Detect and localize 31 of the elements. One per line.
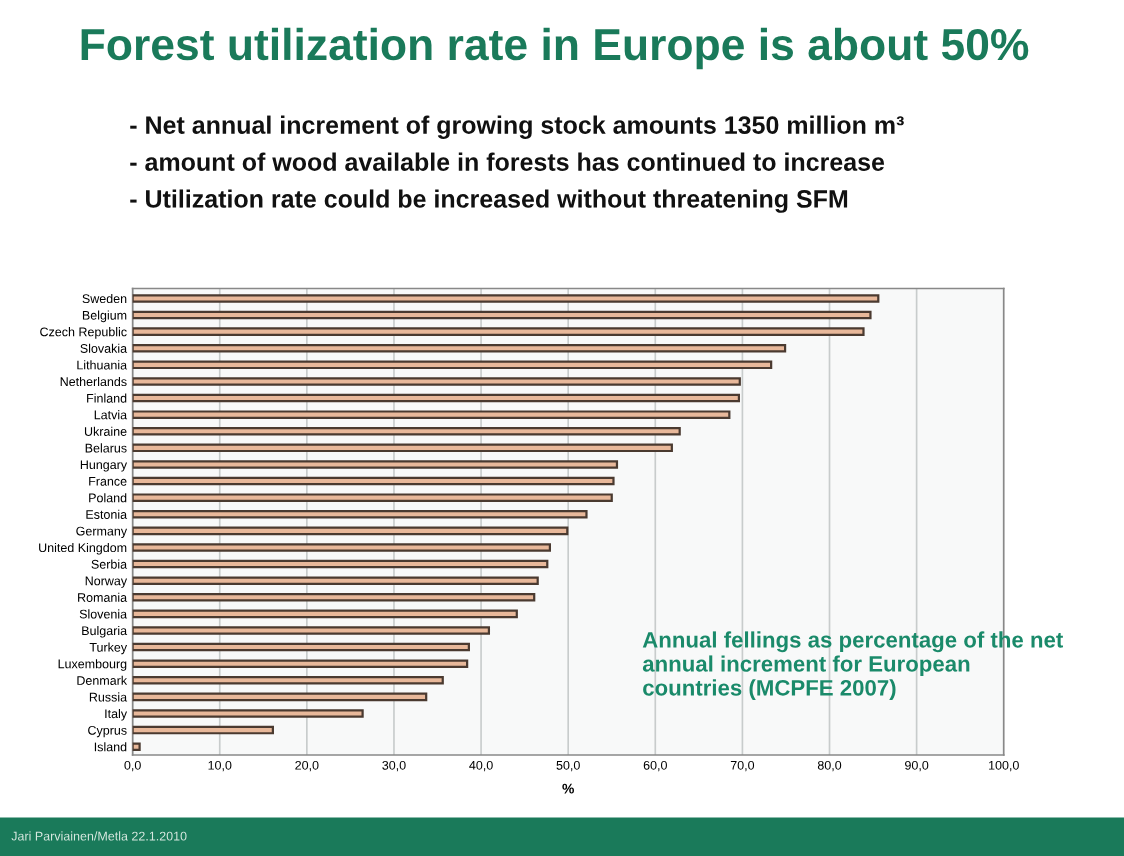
chart-subtitle: - Net annual increment of growing stock amounts 1350 million m³ - amount of wood available in forests has continued to increase - Utilization rate could be increased without threatening SFM <box>130 115 904 213</box>
bar <box>132 377 741 386</box>
bar <box>132 543 551 552</box>
bar <box>132 493 613 502</box>
bar <box>132 676 444 685</box>
bar <box>132 476 615 486</box>
bar <box>132 626 491 635</box>
bar <box>132 294 880 303</box>
bar <box>132 526 569 536</box>
bar <box>132 510 588 519</box>
bar <box>132 327 865 336</box>
bar <box>132 742 141 751</box>
bar <box>132 410 731 419</box>
bar <box>132 310 872 320</box>
bar <box>132 576 539 585</box>
bar <box>132 343 787 353</box>
bar <box>132 393 741 403</box>
bar <box>132 426 681 436</box>
bar <box>132 642 470 652</box>
bar <box>132 659 469 668</box>
bar <box>132 460 619 469</box>
bar <box>132 593 536 602</box>
bar <box>132 609 518 619</box>
annotation: Annual fellings as percentage of the net annual increment for European countries (MCPFE 2007) <box>642 631 1064 701</box>
bar <box>132 709 364 718</box>
bar <box>132 559 549 569</box>
bar <box>132 725 274 735</box>
bar <box>132 443 673 453</box>
bar <box>132 360 773 370</box>
bar <box>132 692 428 702</box>
chart-title: Forest utilization rate in Europe is about 50% <box>81 27 1029 70</box>
